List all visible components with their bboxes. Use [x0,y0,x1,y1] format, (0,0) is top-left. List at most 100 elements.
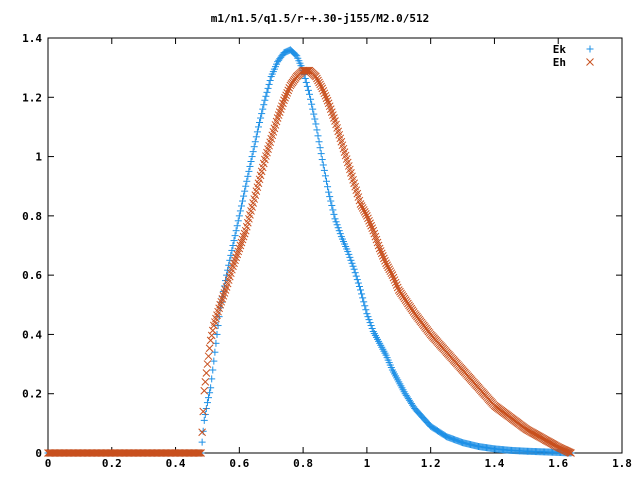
data-point-ek [348,259,356,267]
data-point-ek [243,177,251,185]
data-point-ek [235,212,243,220]
data-point-eh [314,76,322,85]
x-tick-label: 0.6 [229,457,249,470]
data-point-eh [198,428,206,437]
data-point-eh [361,210,370,218]
data-point-ek [316,144,324,152]
data-point-ek [236,207,244,215]
data-point-ek [310,110,318,118]
data-point-ek [330,210,338,218]
data-point-ek [322,177,330,185]
y-tick-label: 0 [35,447,42,460]
data-point-ek [302,78,310,86]
data-point-eh [384,263,393,272]
data-point-eh [357,202,366,210]
series-ek [44,46,575,457]
data-point-ek [303,82,311,90]
data-point-ek [233,222,241,230]
data-point-ek [260,101,268,109]
data-point-ek [349,262,357,270]
data-point-eh [567,449,575,457]
legend-label-eh: Eh [553,56,566,69]
data-point-ek [246,162,254,170]
data-point-ek [336,230,344,238]
data-point-ek [327,197,335,205]
data-point-ek [266,76,274,84]
data-point-ek [227,251,235,259]
data-point-ek [328,201,336,209]
data-point-ek [262,92,270,100]
data-point-eh [366,219,374,228]
x-tick-label: 1.6 [548,457,568,470]
data-point-ek [208,375,216,383]
data-point-eh [358,204,367,212]
data-point-ek [209,366,217,374]
data-point-ek [211,348,219,356]
y-tick-label: 0.4 [22,328,42,341]
data-point-ek [321,172,329,180]
data-point-eh [363,212,371,220]
data-point-eh [199,407,208,416]
data-point-eh [380,254,388,263]
data-point-ek [363,310,371,318]
data-point-ek [251,138,259,146]
data-point-eh [322,94,331,103]
data-point-ek [351,269,359,277]
data-point-ek [364,313,372,321]
data-point-ek [198,438,206,446]
data-point-ek [345,250,353,258]
legend-label-ek: Ek [553,43,567,56]
data-point-eh [313,74,321,83]
data-point-ek [261,96,269,104]
data-point-eh [385,265,394,274]
data-point-eh [390,276,399,284]
data-point-ek [315,138,323,146]
data-point-ek [228,246,236,254]
data-point-ek [313,126,321,134]
data-point-eh [312,72,320,81]
data-point-ek [320,166,328,174]
data-point-ek [229,242,237,249]
data-point-ek [326,193,334,201]
data-point-ek [317,150,325,158]
data-point-ek [367,322,375,330]
data-point-eh [364,214,372,223]
data-point-eh [376,247,385,255]
data-point-eh [194,449,203,457]
data-point-ek [305,90,313,98]
data-point-eh [197,449,205,457]
data-point-ek [319,161,327,169]
x-tick-label: 1.8 [612,457,632,470]
data-point-ek [352,272,360,280]
data-point-ek [359,294,367,302]
data-point-eh [315,78,323,87]
data-point-ek [311,115,319,123]
data-point-eh [285,84,294,92]
data-point-ek [257,114,265,122]
data-point-ek [325,188,333,196]
data-marks [44,46,575,457]
data-point-eh [356,200,365,208]
data-point-ek [258,110,266,118]
data-point-ek [203,399,211,407]
data-point-eh [321,91,330,100]
data-point-ek [230,237,238,245]
data-point-eh [359,206,368,214]
data-point-eh [389,273,398,282]
data-point-ek [355,283,363,291]
data-point-ek [368,325,376,332]
data-point-ek [308,100,316,108]
data-point-eh [382,259,390,268]
y-tick-label: 0.2 [22,388,42,401]
data-point-ek [201,410,209,418]
data-point-ek [205,394,213,402]
data-point-ek [331,215,339,223]
data-point-eh [204,352,213,361]
legend-marker-ek [586,45,594,53]
data-point-ek [239,197,247,205]
chart-title: m1/n1.5/q1.5/r-+.30-j155/M2.0/512 [211,12,430,25]
data-point-ek [361,302,369,310]
data-point-eh [281,93,289,102]
x-tick-label: 0.4 [166,457,186,470]
data-point-ek [332,218,340,226]
